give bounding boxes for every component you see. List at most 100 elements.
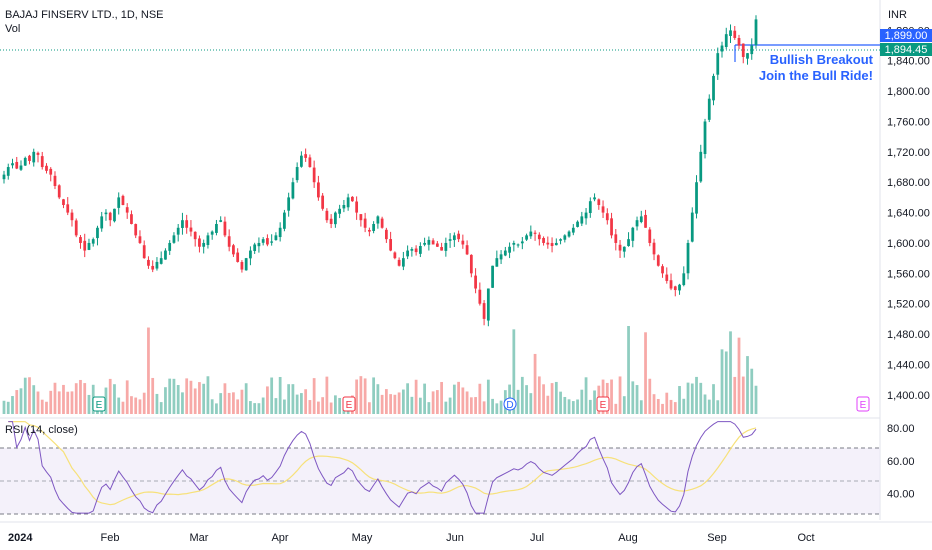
earnings-marker[interactable] — [92, 396, 106, 412]
candle-body — [665, 274, 669, 281]
volume-bar — [261, 397, 265, 414]
volume-bar — [614, 403, 618, 414]
volume-bar — [495, 403, 499, 414]
symbol-title[interactable]: BAJAJ FINSERV LTD., 1D, NSE — [5, 9, 164, 21]
volume-bar — [418, 397, 422, 414]
volume-bar — [121, 401, 125, 414]
price-tick-label: 1,840.00 — [887, 56, 930, 68]
candle-body — [635, 220, 639, 227]
volume-bar — [23, 377, 27, 414]
volume-bar — [74, 383, 78, 414]
event-marker-label: E — [600, 400, 607, 411]
volume-bar — [253, 403, 257, 414]
candle-body — [223, 221, 227, 236]
candle-body — [151, 265, 155, 270]
time-tick-label: Jun — [446, 532, 464, 544]
dividend-marker[interactable] — [503, 397, 517, 411]
candle-body — [185, 220, 189, 228]
candle-body — [750, 45, 754, 55]
volume-bar — [686, 382, 690, 414]
rsi-label[interactable]: RSI (14, close) — [5, 424, 78, 436]
candle-body — [576, 221, 579, 227]
candle-body — [673, 286, 677, 291]
volume-bar — [219, 393, 223, 414]
candle-body — [142, 245, 146, 259]
volume-bar — [104, 387, 108, 414]
candle-body — [53, 175, 57, 187]
volume-bar — [559, 391, 562, 414]
volume-bar — [724, 351, 728, 414]
annotation-line-1[interactable]: Bullish Breakout — [770, 52, 874, 67]
time-tick-label: Sep — [707, 532, 727, 544]
event-marker-label: E — [860, 400, 867, 411]
volume-bar — [62, 384, 65, 414]
candle-body — [240, 262, 244, 270]
volume-bar — [720, 349, 724, 414]
candle-body — [529, 231, 533, 237]
earnings-marker[interactable] — [596, 396, 610, 412]
price-tick-label: 1,760.00 — [887, 116, 930, 128]
volume-bar — [40, 399, 44, 414]
earnings-marker[interactable] — [342, 396, 356, 412]
volume-bar — [673, 402, 677, 414]
candle-body — [236, 252, 240, 262]
candle-body — [389, 239, 393, 251]
candle-body — [257, 242, 261, 247]
candle-body — [49, 168, 53, 175]
volume-bar — [317, 401, 320, 414]
candle-body — [465, 245, 469, 255]
volume-bar — [210, 399, 214, 414]
volume-bar — [164, 387, 167, 414]
currency-label[interactable]: INR — [888, 9, 907, 21]
candle-body — [359, 214, 363, 221]
candle-body — [703, 121, 707, 155]
volume-bar — [181, 392, 184, 414]
volume-bar — [236, 399, 240, 414]
volume-bar — [699, 382, 703, 414]
candle-body — [669, 280, 673, 289]
candle-body — [597, 199, 601, 205]
price-axis[interactable]: 1,880.001,840.001,800.001,760.001,720.00… — [887, 25, 930, 401]
volume-bar — [57, 391, 61, 414]
volume-bar — [108, 378, 112, 414]
price-tick-label: 1,400.00 — [887, 390, 930, 402]
volume-bar — [635, 385, 639, 414]
volume-bar — [610, 379, 613, 414]
candle-body — [342, 205, 346, 209]
volume-bar — [397, 392, 401, 414]
candle-body — [622, 246, 626, 252]
candle-body — [87, 242, 91, 250]
event-marker-label: E — [346, 400, 353, 411]
volume-bar — [478, 383, 482, 414]
candle-body — [554, 242, 558, 246]
candle-body — [346, 197, 350, 208]
candle-body — [491, 265, 494, 288]
earnings-marker[interactable] — [856, 396, 870, 412]
volume-bar — [11, 396, 14, 414]
event-marker-label: E — [96, 400, 103, 411]
volume-bar — [401, 389, 405, 414]
candle-body — [134, 224, 138, 236]
candle-body — [741, 43, 745, 57]
rsi-axis[interactable]: 80.00 60.00 40.00 — [887, 423, 915, 500]
volume-bar — [618, 376, 622, 414]
volume-bar — [45, 401, 48, 414]
volume-bar — [448, 397, 452, 414]
volume-bar — [125, 380, 129, 414]
volume-bar — [737, 337, 741, 414]
volume-label[interactable]: Vol — [5, 23, 20, 35]
candle-body — [444, 242, 448, 251]
time-axis[interactable]: 2024 Feb Mar Apr May Jun Jul Aug Sep Oct — [8, 532, 815, 544]
volume-bar — [520, 376, 524, 414]
annotation-line-2[interactable]: Join the Bull Ride! — [759, 68, 873, 83]
rsi-ma-line — [8, 421, 757, 506]
candle-body — [644, 214, 647, 228]
candle-body — [117, 197, 121, 208]
volume-bar — [130, 396, 133, 414]
candle-body — [686, 242, 690, 274]
time-tick-label: Aug — [618, 532, 638, 544]
volume-bar — [363, 378, 367, 414]
candle-body — [62, 199, 65, 205]
